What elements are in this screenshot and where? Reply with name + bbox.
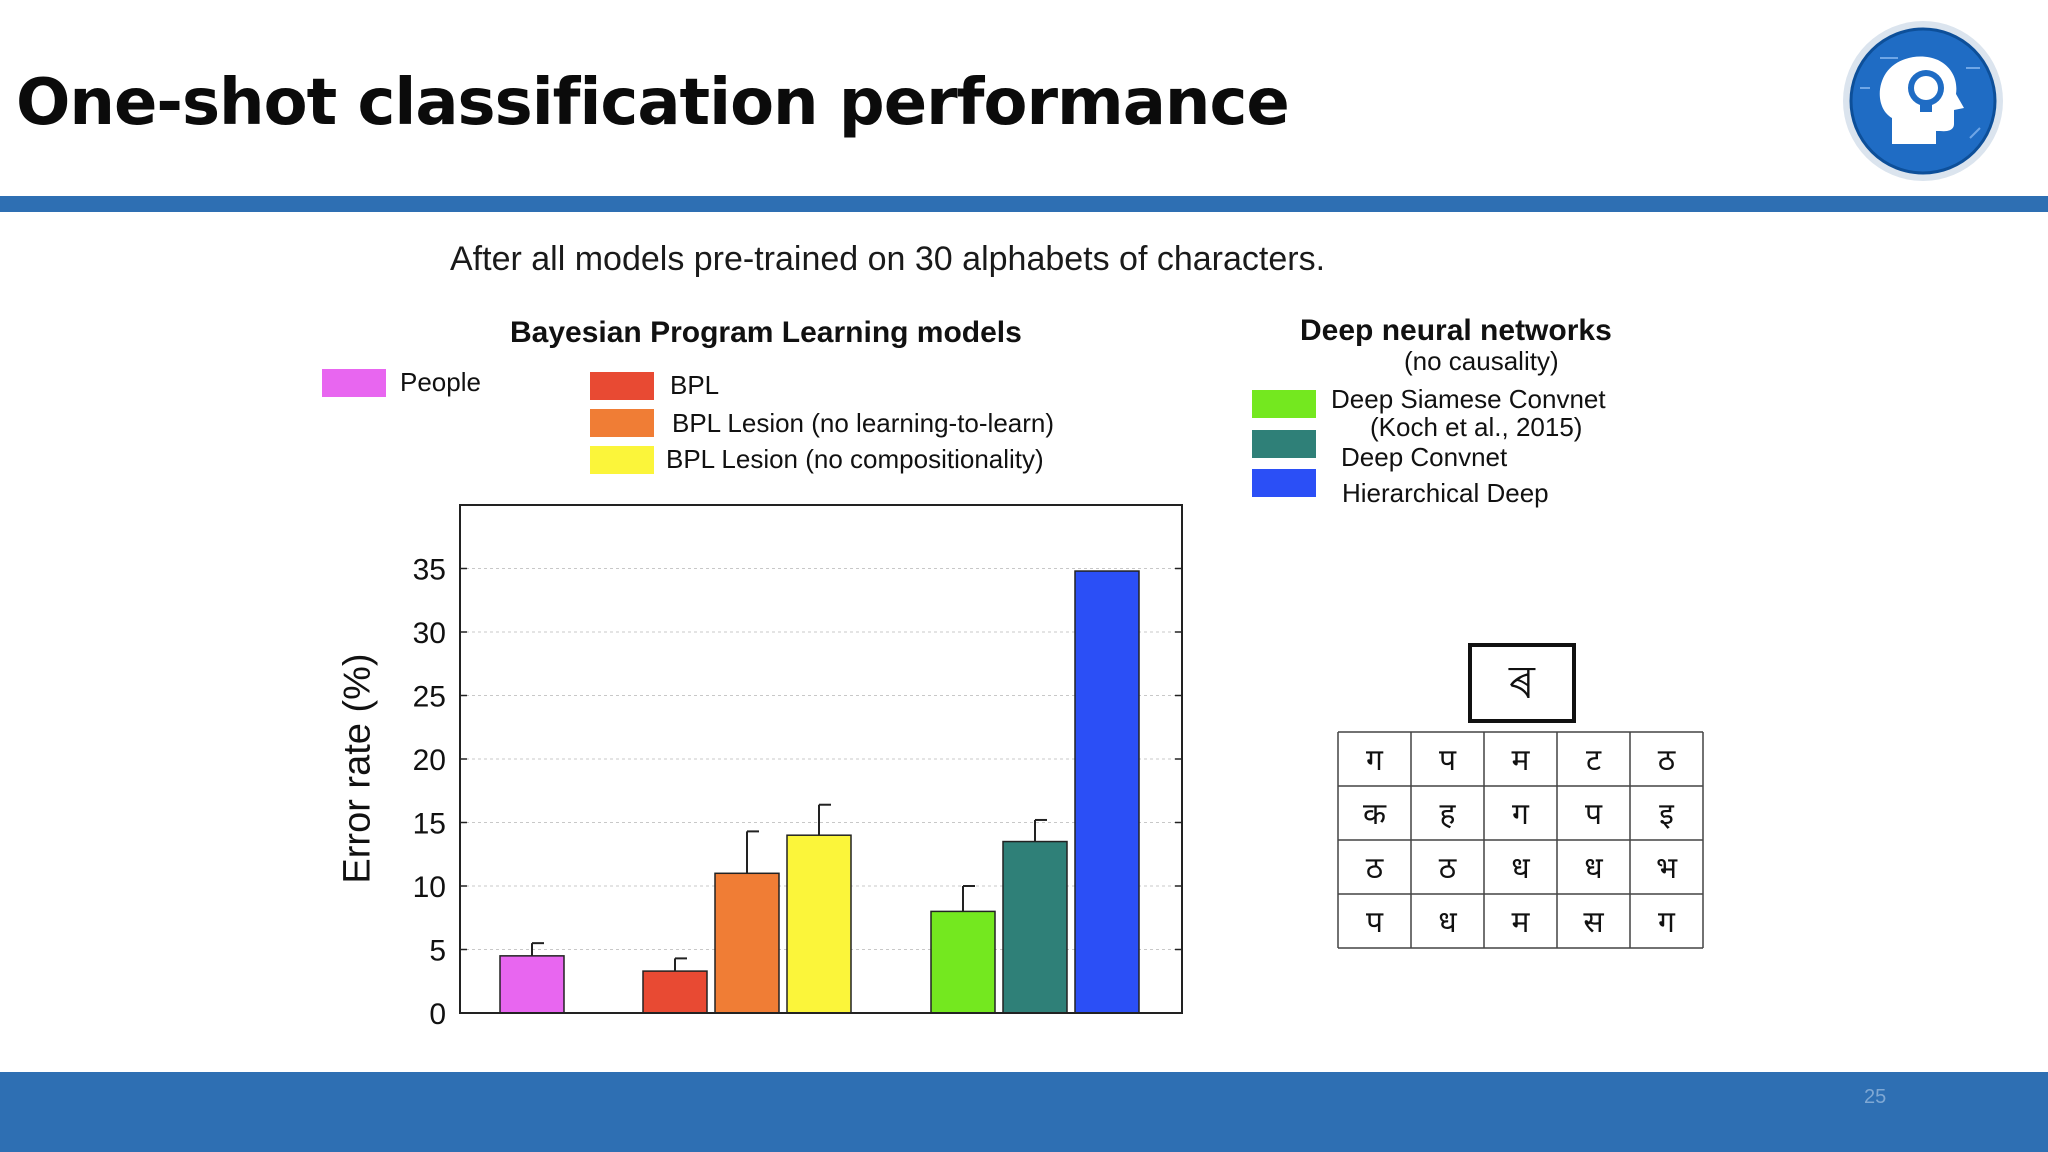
legend-swatch-hd xyxy=(1252,469,1316,497)
candidate-character: म xyxy=(1512,906,1531,939)
legend-swatch-convnet xyxy=(1252,430,1316,458)
candidate-character: प xyxy=(1366,906,1384,939)
legend-label-bpl: BPL xyxy=(670,370,720,400)
bar-deep-convnet xyxy=(1002,840,1068,1014)
target-character: ৰ xyxy=(1508,656,1536,708)
dnn-legend-subheading: (no causality) xyxy=(1404,346,1559,376)
legend-swatch-people xyxy=(322,369,386,397)
candidate-character: प xyxy=(1585,798,1603,831)
bar-deep-siamese-convnet xyxy=(930,910,996,1014)
legend-label-siamese-line1: Deep Siamese Convnet xyxy=(1331,384,1606,414)
y-tick-label: 30 xyxy=(413,617,446,650)
dnn-legend-heading: Deep neural networks xyxy=(1300,314,1612,347)
candidate-character: ह xyxy=(1440,798,1457,831)
candidate-character: क xyxy=(1363,798,1387,831)
legend-label-people: People xyxy=(400,367,481,397)
legend-swatch-bpl xyxy=(590,372,654,400)
header-divider xyxy=(0,196,2048,212)
legend-label-convnet: Deep Convnet xyxy=(1341,442,1508,472)
figure-caption: After all models pre-trained on 30 alpha… xyxy=(450,240,1326,278)
candidate-character: ट xyxy=(1586,744,1602,777)
candidate-character: ठ xyxy=(1366,852,1384,885)
candidate-character: ठ xyxy=(1658,744,1676,777)
bar-bpl-lesion-no-learning-to-learn xyxy=(714,872,780,1014)
bar-people xyxy=(499,955,565,1014)
y-tick-label: 35 xyxy=(413,554,446,587)
bar-bpl xyxy=(642,970,708,1014)
plot-frame xyxy=(459,504,1183,1014)
candidate-character: स xyxy=(1583,906,1604,939)
candidate-character: ग xyxy=(1512,798,1530,831)
bpl-legend-heading: Bayesian Program Learning models xyxy=(510,316,1022,349)
y-tick-label: 10 xyxy=(413,871,446,904)
legend-label-siamese-line2: (Koch et al., 2015) xyxy=(1370,412,1583,442)
candidate-character: ग xyxy=(1658,906,1676,939)
bar-hierarchical-deep xyxy=(1074,570,1140,1014)
candidate-character: ध xyxy=(1511,852,1530,885)
slide-title: One-shot classification performance xyxy=(16,66,1290,140)
legend-swatch-bpl-lesion-l2l xyxy=(590,409,654,437)
candidate-character: प xyxy=(1439,744,1457,777)
y-tick-label: 15 xyxy=(413,808,446,841)
candidate-character: म xyxy=(1512,744,1531,777)
bar-bpl-lesion-no-compositionality xyxy=(786,834,852,1014)
y-tick-label: 20 xyxy=(413,744,446,777)
legend-swatch-bpl-lesion-comp xyxy=(590,446,654,474)
legend-label-bpl-lesion-l2l: BPL Lesion (no learning-to-learn) xyxy=(672,408,1055,438)
y-tick-label: 5 xyxy=(429,935,446,968)
candidate-character: ग xyxy=(1366,744,1384,777)
y-tick-label: 25 xyxy=(413,681,446,714)
candidate-character: ध xyxy=(1584,852,1603,885)
candidate-character: इ xyxy=(1659,798,1675,831)
legend-swatch-siamese xyxy=(1252,390,1316,418)
candidate-character: भ xyxy=(1656,852,1678,885)
brain-lightbulb-logo-icon xyxy=(1843,21,2003,181)
error-rate-bar-chart: 0 5 10 15 20 25 30 35 xyxy=(413,504,1183,1031)
candidate-character: ध xyxy=(1438,906,1457,939)
legend-label-bpl-lesion-comp: BPL Lesion (no compositionality) xyxy=(666,444,1044,474)
legend-label-hd: Hierarchical Deep xyxy=(1342,478,1549,508)
y-tick-label: 0 xyxy=(429,998,446,1031)
page-number: 25 xyxy=(1864,1086,1887,1108)
target-character-box xyxy=(1468,643,1576,723)
footer-bar xyxy=(0,1072,2048,1152)
candidate-character: ठ xyxy=(1439,852,1457,885)
